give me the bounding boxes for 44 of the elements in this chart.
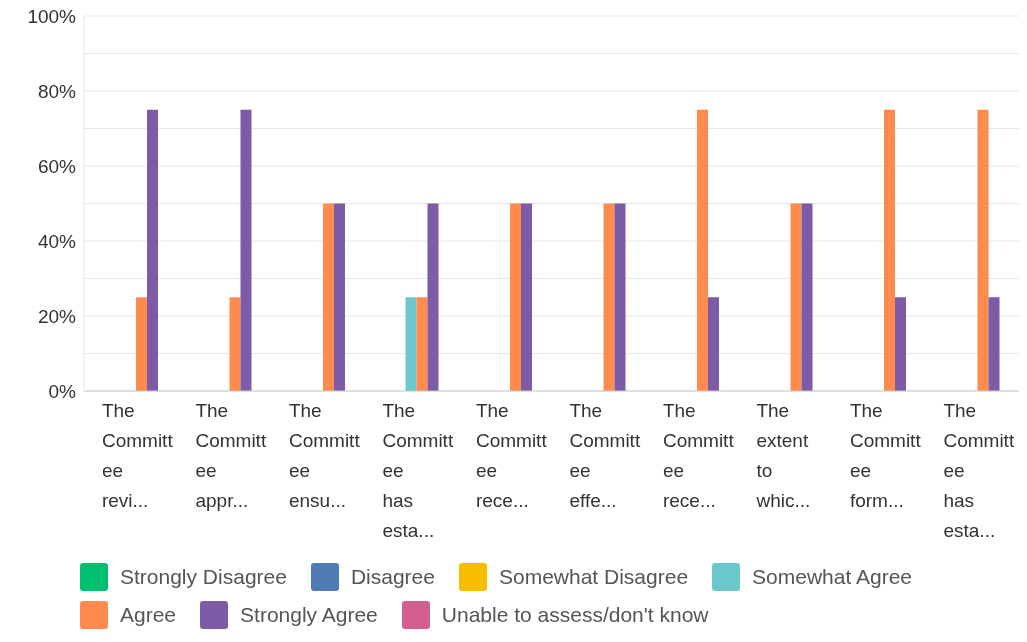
x-tick-label: The Committee revi... (101, 400, 174, 511)
x-tick-label: The Committee effe... (569, 400, 641, 511)
legend-label: Disagree (350, 565, 435, 589)
y-tick-label: 0% (48, 380, 77, 402)
y-tick-label: 100% (27, 5, 77, 27)
bar (416, 297, 428, 391)
bar (229, 297, 241, 391)
x-tick-label: The Committee has esta... (943, 400, 1015, 541)
x-tick-label: The Committee form... (849, 400, 922, 511)
x-tick-label: The Committee has esta... (382, 400, 454, 541)
bar (521, 203, 532, 391)
legend-label: Unable to assess/don't know (441, 603, 709, 627)
legend-label: Somewhat Disagree (498, 565, 689, 589)
bar (790, 203, 802, 391)
legend-label: Agree (120, 603, 177, 627)
legend-label: Strongly Agree (240, 603, 378, 627)
bar (427, 203, 439, 391)
bar (603, 203, 615, 391)
bar (510, 203, 521, 391)
bar (323, 203, 334, 391)
bar (697, 109, 708, 391)
y-tick-label: 40% (37, 230, 77, 252)
bar (334, 203, 345, 391)
y-tick-label: 20% (37, 305, 77, 327)
bar (405, 297, 417, 391)
bar (240, 109, 252, 391)
bar (136, 297, 147, 391)
x-tick-label: The Committee rece... (475, 400, 548, 511)
bar (708, 297, 719, 391)
bar (884, 109, 895, 391)
y-tick-label: 60% (37, 155, 77, 177)
bar (147, 109, 158, 391)
bar (614, 203, 626, 391)
y-tick-label: 80% (37, 80, 77, 102)
bar (801, 203, 813, 391)
legend-label: Somewhat Agree (752, 565, 912, 589)
legend-label: Strongly Disagree (120, 565, 287, 589)
bar (988, 297, 1000, 391)
x-tick-label: The extent to whic... (755, 400, 811, 511)
x-tick-label: The Committee ensu... (288, 400, 361, 511)
bar (895, 297, 906, 391)
x-tick-label: The Committee rece... (662, 400, 735, 511)
bar (977, 109, 989, 391)
x-tick-label: The Committee appr... (195, 400, 267, 511)
